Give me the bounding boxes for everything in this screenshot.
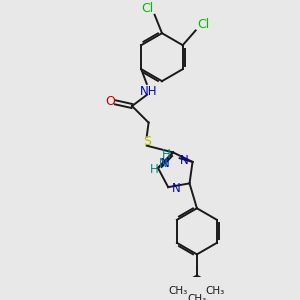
Text: O: O xyxy=(105,95,115,108)
Text: N: N xyxy=(159,157,167,170)
Text: CH₃: CH₃ xyxy=(169,286,188,296)
Text: N: N xyxy=(180,154,189,166)
Text: S: S xyxy=(143,136,151,148)
Text: Cl: Cl xyxy=(141,2,153,15)
Text: H: H xyxy=(162,148,171,161)
Text: H: H xyxy=(149,163,158,176)
Text: NH: NH xyxy=(140,85,158,98)
Text: CH₃: CH₃ xyxy=(187,294,206,300)
Text: Cl: Cl xyxy=(197,18,209,32)
Text: N: N xyxy=(161,157,170,170)
Text: CH₃: CH₃ xyxy=(206,286,225,296)
Text: N: N xyxy=(172,182,181,196)
